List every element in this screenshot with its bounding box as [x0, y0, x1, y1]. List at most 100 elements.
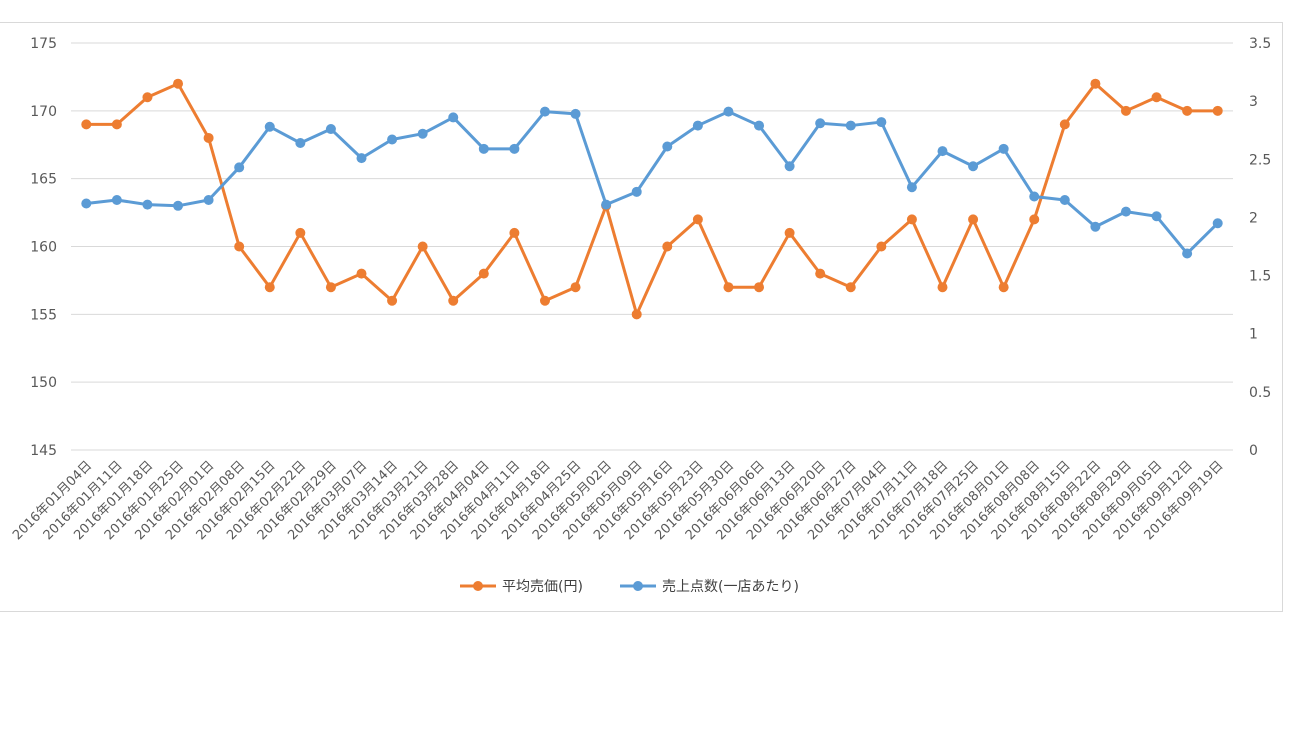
gridlines — [71, 42, 1233, 451]
data-point — [356, 268, 367, 279]
data-point — [1120, 206, 1131, 217]
y-left-tick-label: 150 — [30, 375, 57, 391]
y-right-tick-label: 1.5 — [1249, 269, 1271, 285]
data-point — [1029, 191, 1040, 202]
data-point — [1090, 221, 1101, 232]
data-point — [1182, 248, 1193, 259]
data-point — [906, 214, 917, 225]
data-point — [1059, 194, 1070, 205]
data-point — [968, 214, 979, 225]
data-point — [631, 186, 642, 197]
y-right-tick-label: 3 — [1249, 94, 1258, 110]
data-point — [325, 124, 336, 135]
data-point — [845, 282, 856, 293]
y-left-tick-label: 175 — [30, 36, 57, 52]
data-point — [1151, 211, 1162, 222]
data-point — [173, 78, 184, 89]
data-point — [1212, 105, 1223, 116]
data-point — [723, 106, 734, 117]
data-point — [111, 194, 122, 205]
data-point — [1151, 92, 1162, 103]
data-point — [754, 282, 765, 293]
right-axis-ticks: 0 0.5 1 1.5 2 2.5 3 3.5 — [1249, 36, 1271, 459]
y-right-tick-label: 2.5 — [1249, 152, 1271, 168]
data-point — [264, 121, 275, 132]
y-left-tick-label: 155 — [30, 307, 57, 323]
data-point — [662, 241, 673, 252]
data-point — [539, 106, 550, 117]
data-point — [325, 282, 336, 293]
data-point — [417, 128, 428, 139]
data-point — [417, 241, 428, 252]
data-point — [570, 108, 581, 119]
data-point — [937, 146, 948, 157]
data-point — [1059, 119, 1070, 130]
data-point — [448, 112, 459, 123]
data-point — [234, 241, 245, 252]
data-point — [142, 199, 153, 210]
data-point — [81, 119, 92, 130]
data-point — [876, 117, 887, 128]
legend-entry: 売上点数(一店あたり) — [620, 579, 799, 595]
legend-entry: 平均売価(円) — [460, 579, 583, 595]
data-point — [631, 309, 642, 320]
y-right-tick-label: 1 — [1249, 327, 1258, 343]
data-point — [845, 120, 856, 131]
data-point — [692, 214, 703, 225]
data-point — [539, 295, 550, 306]
data-point — [1212, 218, 1223, 229]
data-point — [81, 198, 92, 209]
y-right-tick-label: 2 — [1249, 210, 1258, 226]
data-point — [203, 194, 214, 205]
data-point — [784, 161, 795, 172]
data-point — [662, 141, 673, 152]
series-line — [86, 110, 1219, 255]
data-point — [1120, 105, 1131, 116]
data-point — [1090, 78, 1101, 89]
series-lines — [81, 78, 1223, 320]
data-point — [601, 199, 612, 210]
data-point — [448, 295, 459, 306]
data-point — [815, 268, 826, 279]
data-point — [203, 132, 214, 143]
data-point — [723, 282, 734, 293]
data-point — [1029, 214, 1040, 225]
data-point — [173, 200, 184, 211]
data-point — [509, 143, 520, 154]
data-point — [478, 143, 489, 154]
data-point — [692, 120, 703, 131]
data-point — [264, 282, 275, 293]
data-point — [754, 120, 765, 131]
legend-label: 平均売価(円) — [502, 579, 583, 595]
data-point — [356, 153, 367, 164]
data-point — [815, 118, 826, 129]
data-point — [111, 119, 122, 130]
y-right-tick-label: 0 — [1249, 443, 1258, 459]
legend-marker — [473, 581, 483, 591]
data-point — [478, 268, 489, 279]
legend: 平均売価(円) 売上点数(一店あたり) — [460, 579, 799, 595]
data-point — [906, 182, 917, 193]
y-left-tick-label: 160 — [30, 240, 57, 256]
data-point — [509, 227, 520, 238]
data-point — [876, 241, 887, 252]
data-point — [1182, 105, 1193, 116]
data-point — [295, 227, 306, 238]
data-point — [387, 134, 398, 145]
y-left-tick-label: 165 — [30, 172, 57, 188]
y-right-tick-label: 3.5 — [1249, 36, 1271, 52]
data-point — [998, 282, 1009, 293]
series-0 — [81, 78, 1223, 320]
data-point — [998, 143, 1009, 154]
data-point — [142, 92, 153, 103]
y-right-tick-label: 0.5 — [1249, 385, 1271, 401]
legend-label: 売上点数(一店あたり) — [662, 579, 799, 595]
data-point — [937, 282, 948, 293]
left-axis-ticks: 145 150 155 160 165 170 175 — [30, 36, 57, 459]
data-point — [570, 282, 581, 293]
x-axis-ticks: 2016年01月04日2016年01月11日2016年01月18日2016年01… — [10, 458, 1226, 543]
y-left-tick-label: 170 — [30, 104, 57, 120]
data-point — [784, 227, 795, 238]
series-line — [86, 82, 1218, 316]
